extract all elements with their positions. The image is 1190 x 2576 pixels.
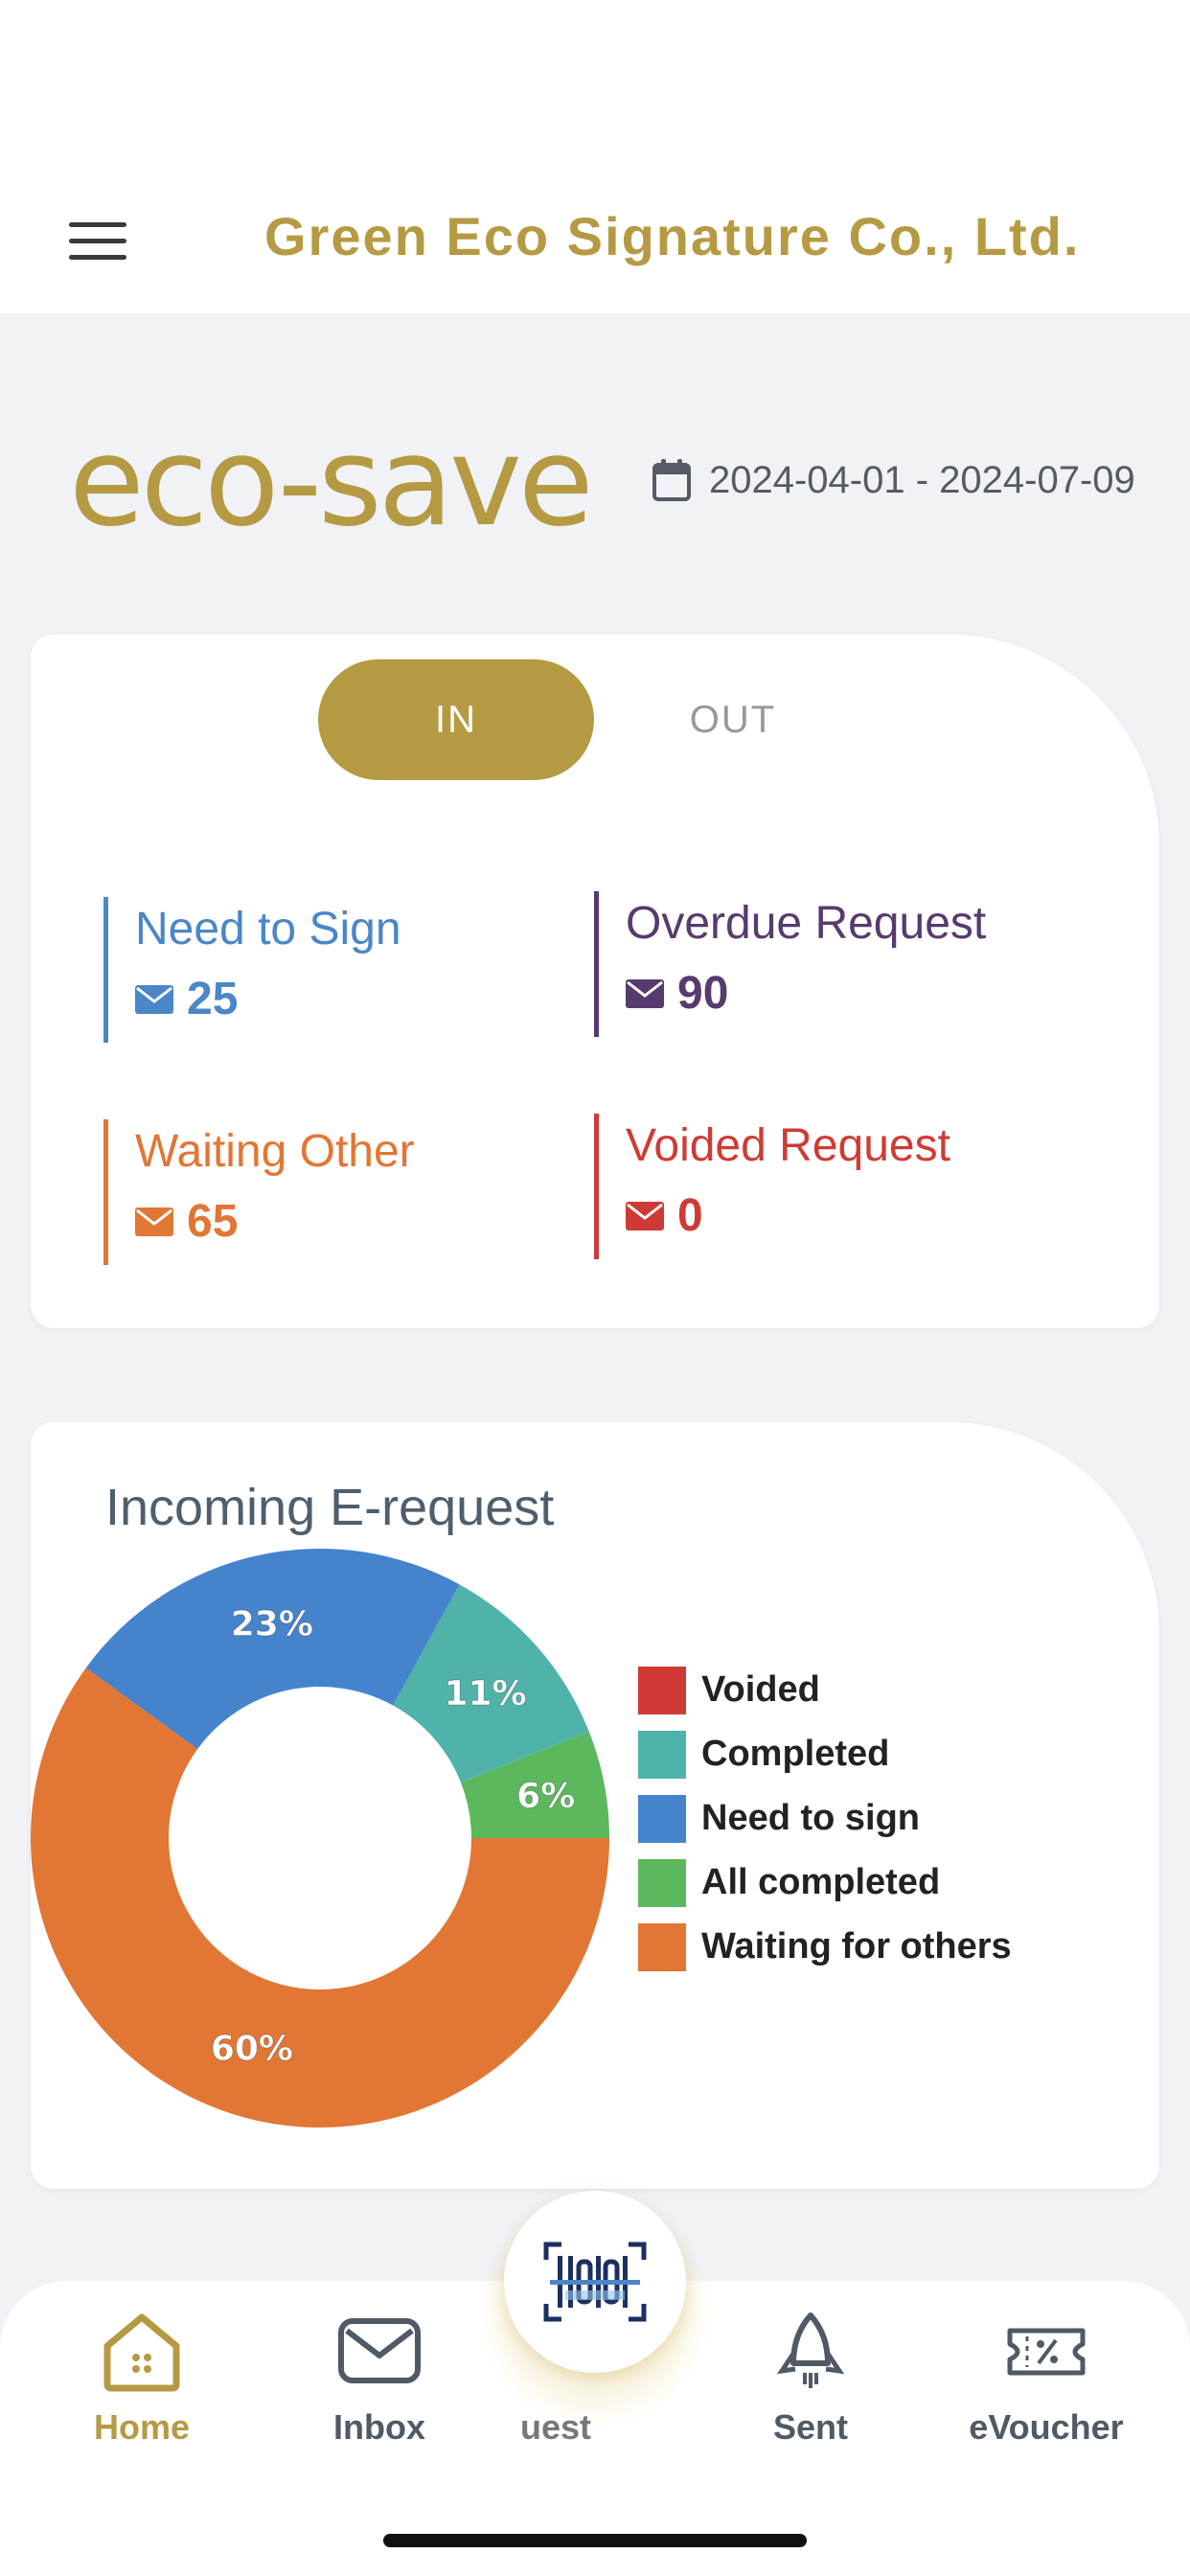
nav-sent-label: Sent [772,2407,848,2447]
legend-swatch [638,1794,686,1843]
nav-home[interactable]: Home [46,2312,238,2448]
stat-need-to-sign[interactable]: Need to Sign 25 [103,897,401,1043]
nav-inbox[interactable]: Inbox [284,2312,475,2448]
donut-data-label: 6% [516,1777,575,1816]
stat-label: Need to Sign [135,904,401,954]
company-name: Green Eco Signature Co., Ltd. [264,206,1081,266]
date-range-text: 2024-04-01 - 2024-07-09 [709,458,1135,501]
legend-label: All completed [701,1862,941,1902]
stat-count: 25 [187,974,239,1024]
nav-evoucher-label: eVoucher [969,2407,1124,2447]
donut-data-label: 23% [231,1605,313,1644]
donut-slice-need-to-sign[interactable] [85,1549,460,1750]
menu-icon[interactable] [69,222,126,261]
legend-item[interactable]: Need to sign [638,1786,1012,1851]
nav-inbox-label: Inbox [333,2407,425,2447]
nav-request[interactable]: uest [460,2312,652,2448]
toggle-out-button[interactable]: OUT [689,698,777,741]
calendar-icon [652,459,691,501]
chart-legend: Voided Completed Need to sign All completed… [638,1658,1012,1979]
stat-label: Overdue Request [626,898,987,949]
legend-swatch [638,1730,686,1779]
stat-voided[interactable]: Voided Request 0 [594,1114,950,1259]
toggle-in-button[interactable]: IN [318,659,594,780]
nav-request-label: uest [519,2407,592,2447]
donut-data-label: 60% [211,2030,293,2069]
legend-item[interactable]: Completed [638,1722,1012,1786]
donut-data-label: 11% [444,1674,526,1714]
eco-save-logo: eco-save [69,411,594,554]
nav-evoucher[interactable]: eVoucher [950,2312,1142,2448]
scan-barcode-button[interactable] [504,2191,686,2373]
stat-count: 65 [187,1196,239,1247]
home-indicator [383,2534,807,2547]
legend-label: Waiting for others [701,1926,1012,1966]
nav-sent[interactable]: Sent [715,2312,906,2448]
legend-swatch [638,1666,686,1714]
stat-label: Voided Request [626,1120,950,1171]
envelope-icon [135,984,173,1014]
legend-item[interactable]: Voided [638,1658,1012,1722]
legend-item[interactable]: Waiting for others [638,1915,1012,1979]
stat-label: Waiting Other [135,1126,415,1177]
date-range-filter[interactable]: 2024-04-01 - 2024-07-09 [652,458,1135,502]
stat-overdue[interactable]: Overdue Request 90 [594,891,986,1037]
barcode-scan-icon [543,2242,647,2322]
stat-count: 90 [677,968,729,1019]
legend-item[interactable]: All completed [638,1851,1012,1915]
donut-slice-waiting-for-others[interactable] [31,1668,610,2128]
legend-swatch [638,1922,686,1971]
legend-label: Voided [701,1669,820,1710]
donut-slice-completed[interactable] [393,1584,589,1782]
envelope-icon [626,1201,664,1230]
home-icon [103,2313,180,2392]
legend-swatch [638,1858,686,1907]
donut-slice-all-completed[interactable] [460,1731,609,1838]
rocket-icon [776,2312,845,2388]
voucher-icon [1007,2328,1086,2376]
donut-chart: 6% 11% 23% 60% [31,1549,610,2128]
nav-home-label: Home [93,2407,191,2447]
stat-count: 0 [677,1190,703,1241]
stat-waiting-other[interactable]: Waiting Other 65 [103,1119,415,1265]
inbox-icon [338,2318,421,2383]
legend-label: Need to sign [701,1798,921,1838]
chart-title: Incoming E-request [105,1479,555,1536]
envelope-icon [135,1207,173,1236]
envelope-icon [626,978,664,1008]
app-header: Green Eco Signature Co., Ltd. [0,0,1190,313]
legend-label: Completed [701,1734,890,1774]
